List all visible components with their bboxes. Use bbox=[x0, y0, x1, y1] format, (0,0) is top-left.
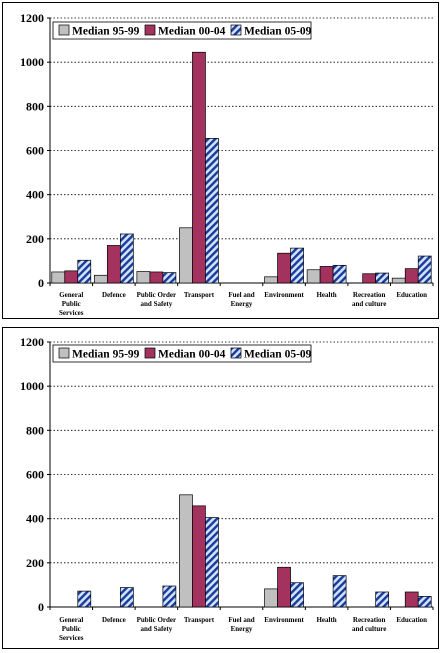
bar-median-95-99-3 bbox=[179, 227, 193, 284]
legend: Median 95-99 Median 00-04 Median 05-09 bbox=[52, 21, 312, 40]
bar-median-05-09-8 bbox=[417, 255, 432, 284]
x-tick-label: Public Order and Safety bbox=[137, 291, 176, 308]
bar-median-00-04-5 bbox=[277, 566, 291, 608]
x-tick-label: Transport bbox=[184, 616, 215, 624]
x-tick-label: Health bbox=[316, 291, 336, 299]
y-tick-label: 600 bbox=[26, 144, 44, 158]
legend: Median 95-99 Median 00-04 Median 05-09 bbox=[52, 344, 312, 363]
bar-median-05-09-7 bbox=[375, 591, 390, 608]
bar-median-00-04-8 bbox=[404, 591, 419, 608]
bar-median-00-04-8 bbox=[404, 268, 419, 284]
x-tick-label: Defence bbox=[102, 616, 126, 624]
bar-median-00-04-2 bbox=[149, 271, 164, 284]
bar-median-95-99-2 bbox=[136, 271, 151, 284]
x-tick-label: Fuel and Energy bbox=[228, 616, 254, 633]
bar-median-05-09-5 bbox=[290, 582, 304, 608]
bar-median-05-09-2 bbox=[162, 272, 177, 284]
x-tick-label: General Public Services bbox=[59, 291, 84, 317]
legend-label: Median 05-09 bbox=[244, 26, 312, 38]
y-tick-label: 200 bbox=[26, 232, 44, 246]
x-tick-label: Environment bbox=[264, 291, 304, 299]
legend-swatch bbox=[58, 24, 70, 36]
legend-swatch bbox=[144, 347, 156, 359]
bar-median-95-99-1 bbox=[93, 274, 108, 284]
bar-median-95-99-6 bbox=[306, 269, 321, 284]
y-tick-label: 1200 bbox=[20, 11, 44, 25]
y-tick-label: 1200 bbox=[20, 335, 44, 349]
chart-panel-1: 0 200 400 600 800 1000 1200 General Public Servic… bbox=[2, 2, 439, 319]
bar-chart-1: 0 200 400 600 800 1000 1200 General Public Servic… bbox=[20, 11, 434, 317]
bar-median-95-99-0 bbox=[51, 271, 66, 284]
y-tick-label: 1000 bbox=[20, 55, 44, 69]
bar-median-95-99-8 bbox=[391, 277, 406, 284]
y-tick-label: 1000 bbox=[20, 379, 44, 393]
bar-median-00-04-1 bbox=[106, 245, 121, 284]
y-tick-label: 0 bbox=[38, 600, 44, 614]
bar-median-05-09-7 bbox=[375, 272, 390, 284]
x-tick-label: Public Order and Safety bbox=[137, 616, 176, 633]
legend-swatch bbox=[58, 347, 70, 359]
bar-median-00-04-6 bbox=[319, 266, 334, 284]
x-tick-label: Fuel and Energy bbox=[228, 291, 254, 308]
bar-median-00-04-7 bbox=[362, 273, 377, 284]
bar-median-95-99-5 bbox=[264, 276, 278, 284]
x-tick-label: Education bbox=[396, 616, 427, 624]
bar-median-05-09-0 bbox=[77, 259, 92, 284]
legend-label: Median 95-99 bbox=[72, 26, 140, 38]
y-tick-label: 400 bbox=[26, 188, 44, 202]
bar-median-05-09-3 bbox=[205, 138, 219, 284]
bar-median-95-99-5 bbox=[264, 588, 278, 608]
legend-swatch bbox=[144, 24, 156, 36]
x-tick-label: Environment bbox=[264, 616, 304, 624]
x-tick-label: Health bbox=[316, 616, 336, 624]
bar-median-05-09-2 bbox=[162, 585, 177, 608]
x-tick-label: General Public Services bbox=[59, 616, 84, 642]
y-tick-label: 400 bbox=[26, 512, 44, 526]
bar-median-05-09-5 bbox=[290, 247, 304, 284]
bar-median-00-04-3 bbox=[192, 505, 206, 608]
bar-median-05-09-0 bbox=[77, 590, 92, 608]
x-tick-label: Education bbox=[396, 291, 427, 299]
legend-label: Median 95-99 bbox=[72, 349, 140, 361]
legend-label: Median 05-09 bbox=[244, 349, 312, 361]
legend-label: Median 00-04 bbox=[158, 349, 226, 361]
legend-swatch bbox=[230, 347, 242, 359]
y-tick-label: 800 bbox=[26, 99, 44, 113]
bar-chart-2: 0 200 400 600 800 1000 1200 General Public Servic… bbox=[20, 335, 434, 642]
bar-median-05-09-1 bbox=[119, 587, 134, 608]
bar-median-05-09-8 bbox=[417, 596, 432, 608]
y-tick-label: 800 bbox=[26, 423, 44, 437]
y-tick-label: 200 bbox=[26, 556, 44, 570]
x-tick-label: Transport bbox=[184, 291, 215, 299]
y-tick-label: 600 bbox=[26, 468, 44, 482]
bar-median-00-04-3 bbox=[192, 51, 206, 284]
bar-median-05-09-6 bbox=[332, 575, 347, 608]
bar-median-95-99-3 bbox=[179, 494, 193, 608]
bar-median-00-04-0 bbox=[64, 270, 79, 284]
x-tick-label: Recreation and culture bbox=[352, 291, 386, 308]
bar-median-05-09-6 bbox=[332, 264, 347, 284]
legend-label: Median 00-04 bbox=[158, 26, 226, 38]
x-tick-label: Recreation and culture bbox=[352, 616, 386, 633]
bar-median-05-09-1 bbox=[119, 233, 134, 284]
chart-panel-2: 0 200 400 600 800 1000 1200 General Public Servic… bbox=[2, 327, 439, 649]
bar-median-05-09-3 bbox=[205, 517, 219, 608]
y-tick-label: 0 bbox=[38, 276, 44, 290]
legend-swatch bbox=[230, 24, 242, 36]
x-tick-label: Defence bbox=[102, 291, 126, 299]
bar-median-00-04-5 bbox=[277, 252, 291, 284]
